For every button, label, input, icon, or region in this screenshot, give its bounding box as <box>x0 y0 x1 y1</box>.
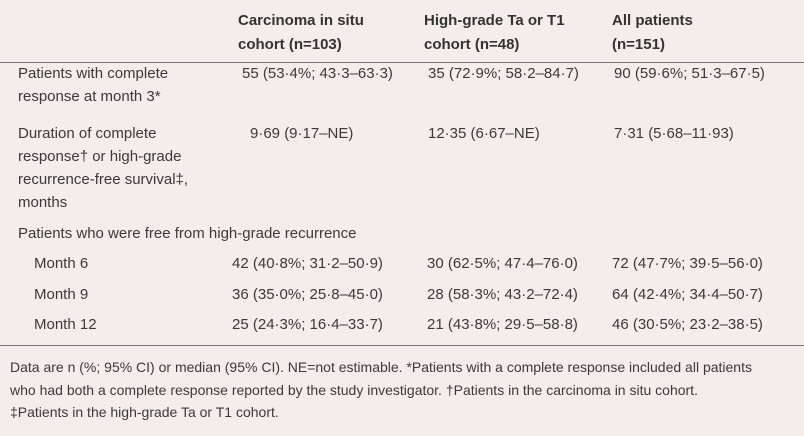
row-label: response† or high-grade <box>18 148 182 165</box>
column-header: All patients <box>612 12 693 29</box>
column-header: Carcinoma in situ <box>238 12 364 29</box>
cell: 9·69 (9·17–NE) <box>250 125 354 142</box>
row-label: Patients with complete <box>18 65 169 82</box>
row-label: Month 9 <box>34 285 89 303</box>
cell: 46 (30·5%; 23·2–38·5) <box>612 316 763 333</box>
row-label: Month 12 <box>34 316 97 333</box>
footer-rule <box>0 345 804 346</box>
footnote: ‡Patients in the high-grade Ta or T1 coh… <box>10 404 279 420</box>
row-label: response at month 3* <box>18 88 161 105</box>
footnote: Data are n (%; 95% CI) or median (95% CI… <box>10 359 752 375</box>
row-label: recurrence-free survival‡, <box>18 171 189 188</box>
cell: 12·35 (6·67–NE) <box>428 125 540 142</box>
cell: 55 (53·4%; 43·3–63·3) <box>242 65 393 82</box>
row-label: Month 6 <box>34 255 89 272</box>
column-header: High-grade Ta or T1 <box>424 12 565 29</box>
row-label: months <box>18 194 68 211</box>
header-rule <box>0 62 804 63</box>
row-label: Duration of complete <box>18 125 157 142</box>
cell: 72 (47·7%; 39·5–56·0) <box>612 255 763 272</box>
cell: 90 (59·6%; 51·3–67·5) <box>614 65 765 82</box>
section-label: Patients who were free from high-grade r… <box>18 225 357 242</box>
cell: 21 (43·8%; 29·5–58·8) <box>427 316 578 333</box>
cell: 64 (42·4%; 34·4–50·7) <box>612 285 763 303</box>
footnote: who had both a complete response reporte… <box>10 381 698 398</box>
cell: 28 (58·3%; 43·2–72·4) <box>427 285 578 303</box>
cell: 42 (40·8%; 31·2–50·9) <box>232 255 383 272</box>
column-header: (n=151) <box>612 36 665 53</box>
cell: 30 (62·5%; 47·4–76·0) <box>427 255 578 272</box>
column-header: cohort (n=103) <box>238 36 342 53</box>
cell: 35 (72·9%; 58·2–84·7) <box>428 65 579 82</box>
cell: 7·31 (5·68–11·93) <box>614 125 734 142</box>
cell: 36 (35·0%; 25·8–45·0) <box>232 285 383 303</box>
column-header: cohort (n=48) <box>424 36 520 53</box>
cell: 25 (24·3%; 16·4–33·7) <box>232 316 383 333</box>
